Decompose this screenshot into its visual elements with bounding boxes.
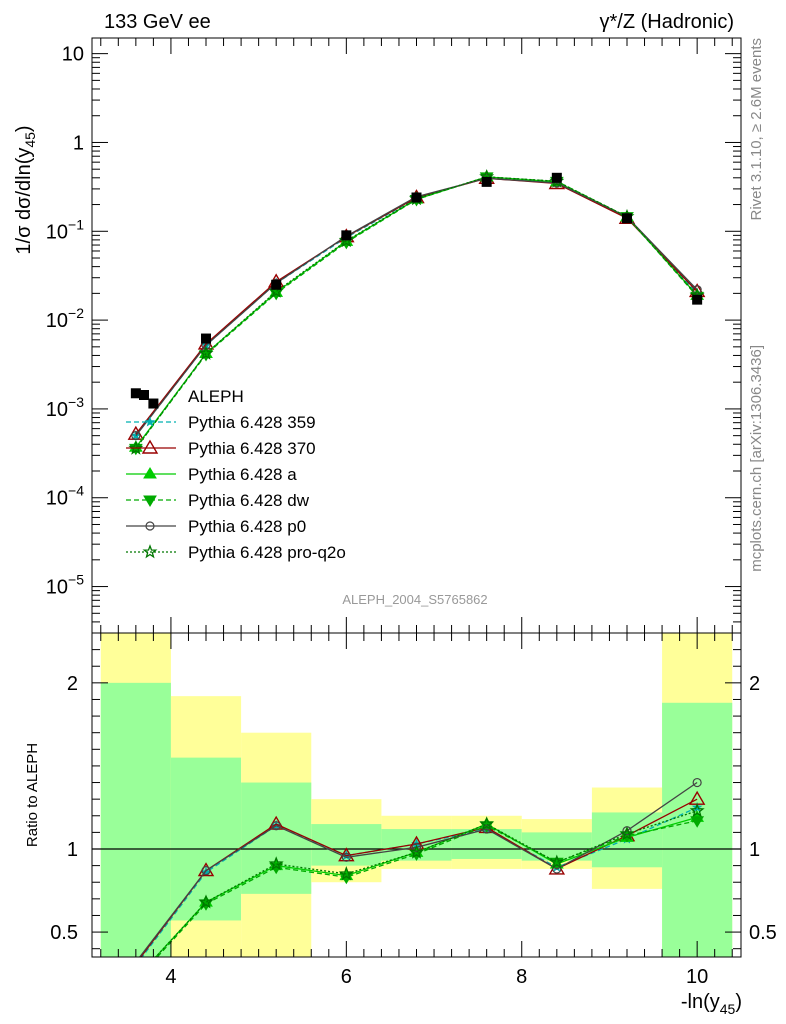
ratio-series-point [411, 842, 422, 852]
ratio-panel-bands [92, 633, 741, 957]
svg-text:-ln(y45): -ln(y45) [681, 991, 742, 1017]
legend-marker [145, 521, 155, 531]
ratio-series-point [198, 894, 214, 909]
x-tick-label: 6 [341, 966, 352, 988]
ratio-y-tick-label: 1 [67, 839, 78, 861]
legend-marker [142, 544, 158, 559]
legend-label: Pythia 6.428 370 [188, 439, 316, 458]
ratio-panel-frame: 0.5 0.5 1 1 2 2 4 6 8 10 [50, 632, 777, 988]
ratio-series-point [690, 816, 705, 828]
main-y-tick-label: 10−2 [46, 305, 84, 332]
svg-text:1/σ dσ/dln(y45): 1/σ dσ/dln(y45) [13, 125, 38, 254]
ratio-band-green [241, 782, 312, 894]
legend-label: Pythia 6.428 dw [188, 491, 310, 510]
ratio-series-point [692, 777, 702, 788]
legend: ALEPH Pythia 6.428 359 Pythia 6.428 370 Pyt… [126, 387, 346, 562]
ratio-y-tick-label: 0.5 [50, 922, 78, 944]
legend-marker [144, 416, 156, 427]
legend-marker [143, 467, 157, 479]
legend-marker-aleph [139, 390, 149, 400]
main-panel-frame: 10 1 10−1 10−2 10−3 10−4 10−5 [46, 37, 742, 634]
legend-label: Pythia 6.428 pro-q2o [188, 543, 346, 562]
legend-label: Pythia 6.428 a [188, 465, 297, 484]
ratio-series-point [271, 821, 281, 831]
aleph-data-point [411, 192, 422, 203]
aleph-data-point [551, 172, 562, 183]
main-y-tick-label: 10−5 [46, 572, 84, 599]
aleph-data-point [148, 398, 159, 409]
aleph-data-point [341, 230, 352, 241]
main-y-tick-label: 1 [73, 132, 84, 154]
ratio-series-point [549, 854, 565, 869]
aleph-data-point [481, 176, 492, 187]
ratio-series-line [156, 820, 698, 957]
ratio-series-point [479, 816, 495, 831]
main-series-point [198, 345, 214, 360]
x-tick-label: 4 [165, 966, 176, 988]
ratio-series-point [338, 865, 354, 881]
ratio-panel-series [138, 777, 706, 957]
aleph-data-point [271, 279, 282, 290]
main-ylabel: 1/σ dσ/dln(y45) [13, 125, 38, 254]
ratio-series-line [154, 810, 698, 957]
rivet-label: Rivet 3.1.10, ≥ 2.6M events [748, 38, 765, 221]
main-y-tick-label: 10−4 [46, 483, 84, 510]
ratio-ylabel: Ratio to ALEPH [24, 743, 41, 847]
legend-marker [143, 495, 157, 507]
main-series-point [131, 431, 141, 441]
x-tick-label: 10 [686, 966, 708, 988]
aleph-data-point [201, 333, 212, 344]
ratio-y-tick-label-right: 1 [749, 839, 760, 861]
ratio-series-point [409, 844, 424, 859]
x-axis-label: -ln(y45) [681, 991, 742, 1017]
legend-label: Pythia 6.428 p0 [188, 517, 306, 536]
ratio-y-tick-label-right: 0.5 [749, 922, 777, 944]
main-y-tick-label: 10−3 [46, 394, 84, 421]
analysis-watermark: ALEPH_2004_S5765862 [342, 592, 487, 607]
legend-label: ALEPH [188, 387, 244, 406]
legend-marker [141, 439, 159, 454]
ratio-series-point [268, 856, 284, 871]
legend-label: Pythia 6.428 359 [188, 413, 316, 432]
header-left: 133 GeV ee [104, 11, 211, 33]
main-y-tick-label: 10 [62, 44, 84, 66]
ratio-series-point [341, 852, 351, 862]
header-right: γ*/Z (Hadronic) [600, 11, 734, 33]
main-series-line [135, 176, 698, 449]
ratio-series-point [201, 865, 211, 876]
ratio-series-point [619, 826, 635, 841]
aleph-data-point [621, 213, 632, 224]
x-tick-label: 8 [516, 966, 527, 988]
aleph-data-point [130, 388, 141, 399]
ratio-y-tick-label: 2 [67, 673, 78, 695]
mcplots-label: mcplots.cern.ch [arXiv:1306.3436] [748, 345, 765, 572]
ratio-series-point [689, 802, 705, 818]
ratio-y-tick-label-right: 2 [749, 673, 760, 695]
ratio-band-green [170, 757, 242, 921]
aleph-data-point [692, 294, 703, 305]
main-y-tick-label: 10−1 [46, 216, 84, 243]
main-series-point [128, 440, 144, 455]
main-series-point [692, 285, 702, 295]
main-panel-series [127, 169, 706, 456]
ratio-series-point [691, 801, 703, 813]
ratio-band-green [100, 682, 171, 957]
ratio-band-green [662, 702, 733, 957]
